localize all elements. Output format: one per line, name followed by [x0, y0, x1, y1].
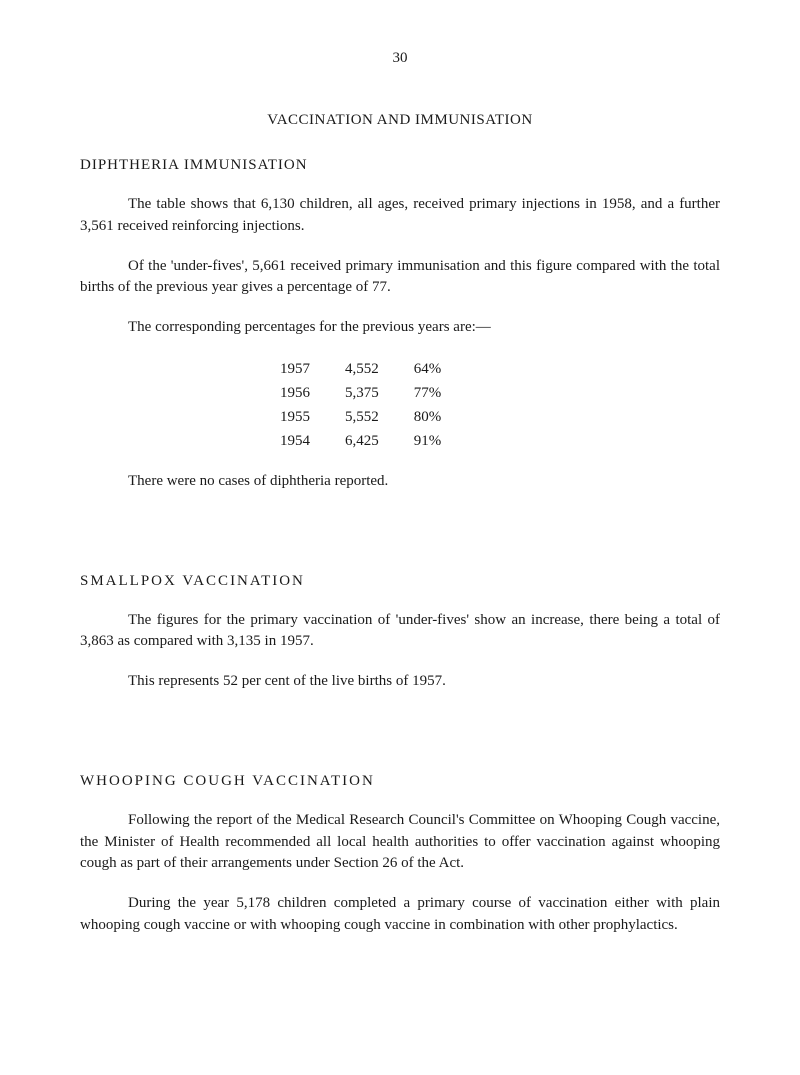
table-cell: 1956 [280, 381, 345, 405]
table-cell: 4,552 [345, 357, 414, 381]
paragraph: This represents 52 per cent of the live … [80, 671, 720, 693]
table-row: 1956 5,375 77% [280, 381, 476, 405]
paragraph: The table shows that 6,130 children, all… [80, 194, 720, 238]
section-title-whooping: WHOOPING COUGH VACCINATION [80, 773, 720, 790]
document-page: 30 VACCINATION AND IMMUNISATION DIPHTHER… [0, 0, 800, 995]
page-number: 30 [80, 50, 720, 67]
paragraph: The corresponding percentages for the pr… [80, 317, 720, 339]
table-cell: 64% [414, 357, 477, 381]
table-row: 1954 6,425 91% [280, 429, 476, 453]
table-cell: 1954 [280, 429, 345, 453]
table-cell: 1955 [280, 405, 345, 429]
table-row: 1955 5,552 80% [280, 405, 476, 429]
table-cell: 6,425 [345, 429, 414, 453]
main-title: VACCINATION AND IMMUNISATION [80, 112, 720, 129]
table-cell: 5,552 [345, 405, 414, 429]
paragraph: Following the report of the Medical Rese… [80, 810, 720, 875]
paragraph: The figures for the primary vaccination … [80, 610, 720, 654]
paragraph: During the year 5,178 children completed… [80, 893, 720, 937]
table-cell: 91% [414, 429, 477, 453]
paragraph: Of the 'under-fives', 5,661 received pri… [80, 256, 720, 300]
table-row: 1957 4,552 64% [280, 357, 476, 381]
section-title-diphtheria: DIPHTHERIA IMMUNISATION [80, 157, 720, 174]
table-cell: 5,375 [345, 381, 414, 405]
percentages-table: 1957 4,552 64% 1956 5,375 77% 1955 5,552… [280, 357, 476, 453]
table-cell: 77% [414, 381, 477, 405]
table-cell: 80% [414, 405, 477, 429]
paragraph: There were no cases of diphtheria report… [80, 471, 720, 493]
section-title-smallpox: SMALLPOX VACCINATION [80, 573, 720, 590]
table-cell: 1957 [280, 357, 345, 381]
